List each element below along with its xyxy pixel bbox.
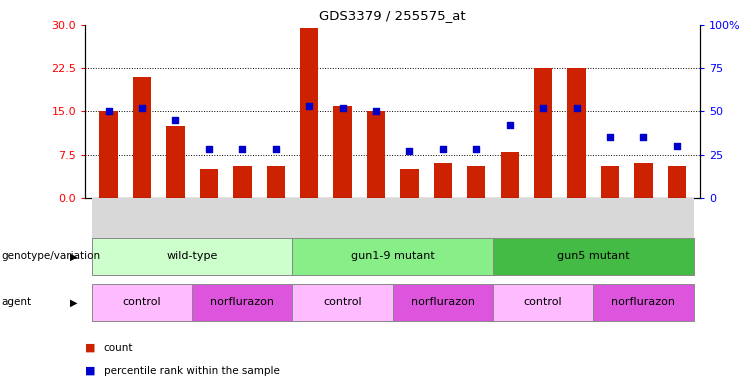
Title: GDS3379 / 255575_at: GDS3379 / 255575_at (319, 9, 466, 22)
Text: wild-type: wild-type (167, 251, 218, 262)
Bar (166, 126, 185, 198)
Bar (192, 198, 225, 269)
Text: control: control (524, 297, 562, 308)
Text: ▶: ▶ (70, 251, 78, 262)
Bar (259, 198, 293, 269)
Point (637, 134, 649, 140)
Bar (125, 198, 159, 269)
Bar (500, 152, 519, 198)
Bar (233, 166, 251, 198)
Bar (326, 198, 359, 269)
Bar (426, 198, 459, 269)
Point (170, 117, 182, 123)
Text: genotype/variation: genotype/variation (1, 251, 101, 262)
Bar (159, 198, 192, 269)
Text: control: control (323, 297, 362, 308)
Text: norflurazon: norflurazon (210, 297, 274, 308)
Text: gun1-9 mutant: gun1-9 mutant (350, 251, 435, 262)
Bar (433, 163, 452, 198)
Bar (594, 198, 627, 269)
Point (537, 105, 549, 111)
Bar (199, 169, 218, 198)
Bar (493, 284, 594, 321)
Bar (627, 198, 660, 269)
Bar (459, 198, 493, 269)
Bar (367, 111, 385, 198)
Bar (225, 198, 259, 269)
Text: percentile rank within the sample: percentile rank within the sample (104, 366, 279, 376)
Point (437, 146, 449, 152)
Text: norflurazon: norflurazon (611, 297, 676, 308)
Bar (99, 111, 118, 198)
Bar (534, 68, 552, 198)
Text: gun5 mutant: gun5 mutant (557, 251, 630, 262)
Bar (594, 284, 694, 321)
Bar (400, 169, 419, 198)
Point (303, 103, 315, 109)
Point (336, 105, 348, 111)
Point (236, 146, 248, 152)
Bar (660, 198, 694, 269)
Bar (493, 198, 526, 269)
Bar (192, 284, 293, 321)
Point (370, 108, 382, 114)
Bar (493, 238, 694, 275)
Text: ▶: ▶ (70, 297, 78, 308)
Bar (601, 166, 619, 198)
Bar (560, 198, 594, 269)
Bar (293, 284, 393, 321)
Bar (359, 198, 393, 269)
Text: ■: ■ (85, 343, 96, 353)
Bar (333, 106, 352, 198)
Bar (92, 284, 192, 321)
Point (571, 105, 582, 111)
Bar (300, 28, 319, 198)
Bar (568, 68, 586, 198)
Bar (526, 198, 560, 269)
Text: control: control (123, 297, 162, 308)
Point (270, 146, 282, 152)
Bar (634, 163, 653, 198)
Point (671, 143, 682, 149)
Bar (393, 284, 493, 321)
Bar (133, 77, 151, 198)
Point (404, 148, 416, 154)
Point (471, 146, 482, 152)
Point (203, 146, 215, 152)
Text: norflurazon: norflurazon (411, 297, 475, 308)
Text: ■: ■ (85, 366, 96, 376)
Text: agent: agent (1, 297, 32, 308)
Bar (267, 166, 285, 198)
Point (103, 108, 115, 114)
Point (136, 105, 148, 111)
Bar (668, 166, 686, 198)
Bar (92, 238, 293, 275)
Point (504, 122, 516, 128)
Bar (293, 198, 326, 269)
Point (604, 134, 616, 140)
Bar (467, 166, 485, 198)
Bar (393, 198, 426, 269)
Text: count: count (104, 343, 133, 353)
Bar (92, 198, 125, 269)
Bar (293, 238, 493, 275)
